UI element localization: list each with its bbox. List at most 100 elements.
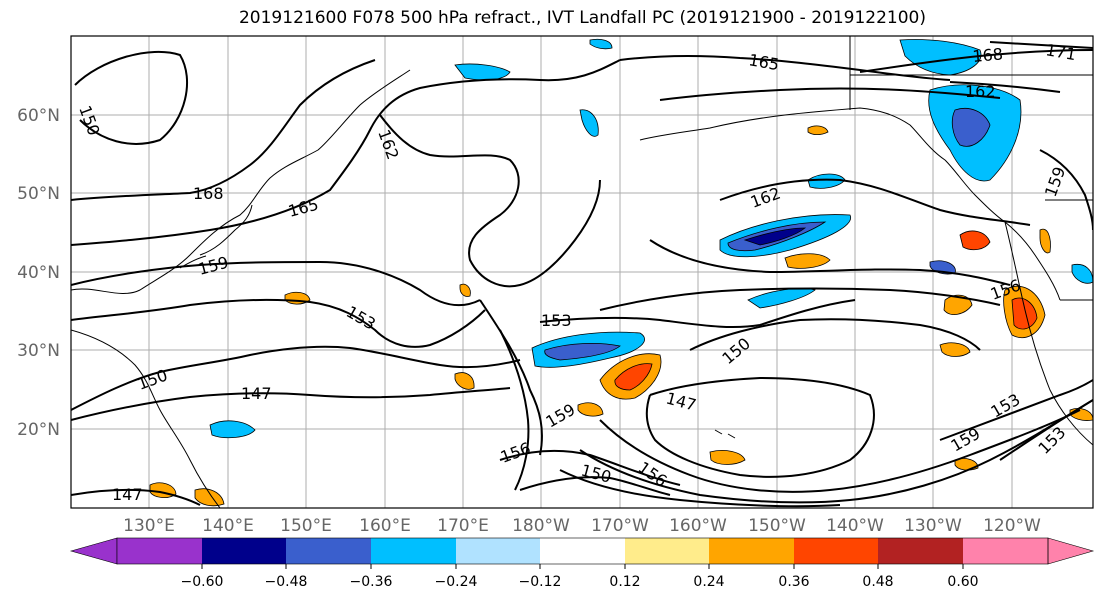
shade-positive-1 — [784, 253, 831, 269]
lon-tick-label: 130°W — [904, 516, 962, 536]
shade-positive-4 — [577, 402, 604, 417]
contour-171 — [74, 50, 188, 145]
contour-label: 147 — [112, 485, 143, 504]
contour-156-east — [599, 287, 1001, 311]
colorbar-tick-label: −0.60 — [181, 574, 224, 590]
lon-tick-label: 140°E — [202, 516, 254, 536]
colorbar-swatch — [202, 538, 286, 564]
contour-165-north — [619, 54, 951, 81]
lat-tick-label: 50°N — [17, 184, 60, 204]
coastline-asia — [71, 69, 411, 294]
contour-label: 147 — [241, 384, 272, 403]
shade-negative-small-1 — [579, 109, 599, 137]
colorbar: −0.60 −0.48 −0.36 −0.24 −0.12 0.12 0.24 … — [69, 537, 1095, 590]
contour-jet-1 — [479, 299, 543, 456]
shade-positive-5 — [939, 342, 971, 357]
contour-162-north — [659, 81, 1061, 101]
shade-negative-gulf-north — [899, 39, 982, 76]
colorbar-tick-label: 0.48 — [862, 574, 893, 590]
colorbar-swatch — [878, 538, 963, 564]
shade-positive-west-coast-core — [1011, 297, 1038, 330]
contour-162-asia — [379, 114, 601, 288]
shade-negative-west — [209, 420, 256, 439]
contour-label: 168 — [193, 184, 224, 203]
plot-frame — [70, 35, 1094, 509]
shade-positive-14 — [807, 125, 829, 136]
lon-tick-label: 160°W — [669, 516, 727, 536]
map-plot-area: 165 168 171 162 162 165 168 159 153 150 … — [71, 36, 1093, 508]
lon-tick-label: 170°E — [437, 516, 489, 536]
colorbar-swatch — [371, 538, 456, 564]
colorbar-extend-high — [1047, 537, 1095, 565]
contour-150-east — [599, 409, 1081, 493]
lon-tick-label: 170°W — [591, 516, 649, 536]
refractivity-contours — [71, 41, 1093, 508]
lon-tick-label: 130°E — [123, 516, 175, 536]
lon-tick-label: 150°E — [280, 516, 332, 536]
colorbar-tick-label: 0.36 — [778, 574, 809, 590]
shade-positive-12 — [1039, 228, 1051, 254]
colorbar-tick-label: 0.12 — [609, 574, 640, 590]
contour-label: 168 — [972, 44, 1004, 66]
colorbar-tick-label: −0.12 — [519, 574, 562, 590]
contour-147-west — [71, 387, 511, 421]
contour-162-south — [519, 476, 671, 496]
lon-axis: 130°E 140°E 150°E 160°E 170°E 180°W 170°… — [123, 516, 1041, 536]
contour-153-mid — [539, 299, 856, 329]
shade-positive-oregon — [959, 230, 991, 251]
contour-159-east — [649, 239, 1011, 286]
colorbar-ticks — [201, 564, 964, 569]
shade-negative-central-pacific-core — [544, 342, 621, 361]
shade-positive-3 — [454, 372, 475, 390]
coastline-alaska — [639, 107, 1061, 301]
colorbar-tick-label: 0.60 — [947, 574, 978, 590]
contour-jet-2 — [499, 329, 530, 491]
colorbar-tick-label: −0.48 — [265, 574, 308, 590]
lon-tick-label: 150°W — [748, 516, 806, 536]
contour-156-east-south — [559, 469, 841, 508]
contour-168-north — [859, 49, 1093, 73]
lat-tick-label: 20°N — [17, 420, 60, 440]
contour-147-mid — [645, 376, 875, 478]
contour-162-east — [719, 178, 1031, 226]
contour-150-south — [71, 488, 201, 506]
colorbar-swatch — [540, 538, 625, 564]
contour-150-west — [71, 345, 521, 411]
lon-tick-label: 140°W — [826, 516, 884, 536]
contour-159-southeast — [939, 379, 1093, 441]
shade-negative-alaska-core — [951, 108, 991, 147]
contour-153-southeast — [999, 399, 1093, 461]
shade-negative-northeast-pacific-max — [743, 227, 807, 246]
colorbar-swatch — [709, 538, 794, 564]
shade-negative-small-4 — [589, 38, 613, 50]
lon-tick-label: 180°W — [512, 516, 570, 536]
shade-positive-8 — [709, 450, 746, 465]
contour-label: 162 — [965, 82, 996, 101]
colorbar-tick-label: −0.36 — [350, 574, 393, 590]
contour-150-mid — [689, 318, 981, 351]
coastline-korea-china — [71, 329, 221, 508]
contour-159-northeast — [1039, 149, 1093, 231]
contour-153-east — [579, 399, 1093, 504]
shade-negative-east — [747, 288, 816, 309]
border-alaska-canada — [849, 36, 1093, 301]
coastline-hawaii — [714, 429, 736, 439]
shaded-anomalies — [149, 38, 1093, 507]
contour-171-north — [989, 41, 1093, 49]
colorbar-swatch — [117, 538, 202, 564]
colorbar-swatch — [456, 538, 540, 564]
shade-positive-13 — [459, 283, 471, 297]
colorbar-swatch — [286, 538, 371, 564]
lat-tick-label: 40°N — [17, 263, 60, 283]
contour-label: 153 — [541, 311, 572, 330]
colorbar-tick-label: 0.24 — [693, 574, 724, 590]
contour-168-west — [71, 59, 376, 201]
colorbar-extend-low — [69, 537, 118, 565]
colorbar-swatch — [625, 538, 709, 564]
lat-tick-label: 60°N — [17, 106, 60, 126]
figure-title: 2019121600 F078 500 hPa refract., IVT La… — [238, 8, 926, 28]
shade-positive-central-core — [614, 363, 653, 391]
colorbar-swatch — [963, 538, 1048, 564]
contour-153-asia — [71, 298, 486, 348]
